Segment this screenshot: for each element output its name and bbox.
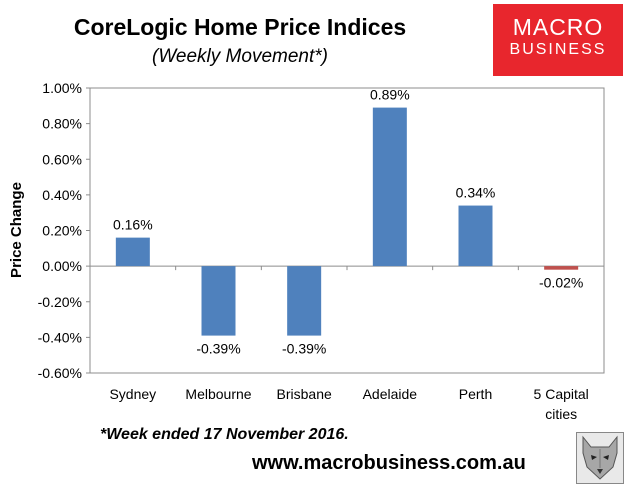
x-category-label: Brisbane	[277, 386, 332, 402]
bar-adelaide	[372, 107, 407, 267]
y-tick-label: 0.80%	[42, 116, 82, 132]
y-tick-label: 0.40%	[42, 187, 82, 203]
website-url: www.macrobusiness.com.au	[252, 452, 526, 474]
bar-sydney	[115, 237, 150, 267]
x-category-label: 5 Capital cities	[534, 386, 589, 422]
x-category-label: Adelaide	[363, 386, 418, 402]
y-tick-label: 1.00%	[42, 80, 82, 96]
y-tick-label: 0.60%	[42, 151, 82, 167]
x-category-label: Melbourne	[185, 386, 251, 402]
logo-line-1: MACRO	[512, 14, 604, 40]
bar-5-capital-cities	[544, 266, 579, 270]
data-label: 0.34%	[456, 185, 496, 201]
data-label: 0.89%	[370, 87, 410, 103]
y-tick-label: 0.00%	[42, 258, 82, 274]
data-label: -0.39%	[282, 341, 326, 357]
data-label: -0.02%	[539, 275, 583, 291]
y-axis-label: Price Change	[8, 182, 25, 278]
y-tick-label: -0.40%	[38, 329, 82, 345]
x-category-label: Perth	[459, 386, 492, 402]
data-label: 0.16%	[113, 217, 153, 233]
y-tick-label: -0.60%	[38, 365, 82, 381]
bar-perth	[458, 205, 493, 267]
y-tick-label: 0.20%	[42, 223, 82, 239]
bar-melbourne	[201, 266, 236, 336]
y-tick-label: -0.20%	[38, 294, 82, 310]
footnote: *Week ended 17 November 2016.	[100, 426, 349, 443]
chart-subtitle: (Weekly Movement*)	[152, 46, 328, 67]
x-category-label: Sydney	[109, 386, 156, 402]
bar-brisbane	[287, 266, 322, 336]
macrobusiness-logo: MACRO BUSINESS	[493, 4, 623, 76]
logo-line-2: BUSINESS	[509, 41, 607, 58]
plot-area	[89, 87, 605, 374]
wolf-logo-icon	[576, 432, 624, 484]
data-label: -0.39%	[196, 341, 240, 357]
chart-title: CoreLogic Home Price Indices	[73, 14, 407, 40]
